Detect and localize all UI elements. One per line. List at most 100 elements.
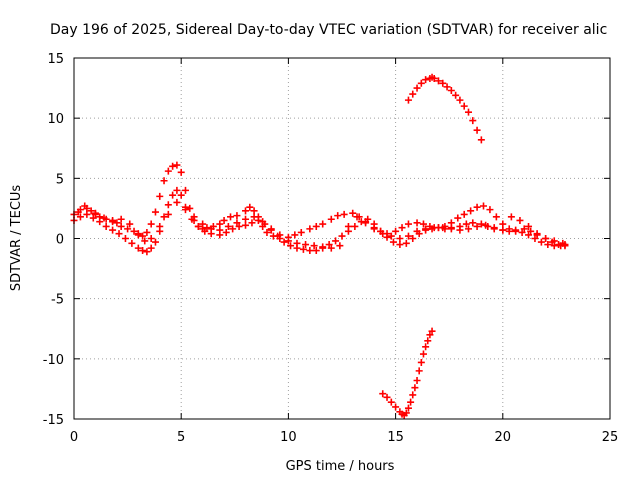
data-point (392, 227, 400, 235)
data-point (203, 224, 211, 232)
data-point (267, 225, 275, 233)
axis-ticks: 0 5 10 15 20 25 -15 -10 -5 0 5 10 15 (43, 52, 619, 445)
data-point (190, 213, 198, 221)
data-point (434, 77, 442, 85)
data-point (139, 232, 147, 240)
data-point (250, 213, 258, 221)
data-point (332, 237, 340, 245)
data-point (306, 247, 314, 255)
y-tick-label: 0 (56, 233, 64, 248)
data-point (156, 222, 164, 230)
data-point (490, 224, 498, 232)
data-point (181, 203, 189, 211)
data-point (147, 220, 155, 228)
data-point (417, 79, 425, 87)
data-point (404, 220, 412, 228)
data-point (379, 390, 387, 398)
data-point (533, 230, 541, 238)
data-point (486, 206, 494, 214)
data-point (383, 393, 391, 401)
data-point (499, 226, 507, 234)
data-point (392, 403, 400, 411)
data-point (177, 168, 185, 176)
data-point (194, 222, 202, 230)
data-point (404, 404, 412, 412)
data-point (284, 237, 292, 245)
data-point (428, 327, 436, 335)
data-point (312, 222, 320, 230)
data-point (250, 207, 258, 215)
x-tick-label: 0 (70, 430, 78, 445)
data-point (297, 228, 305, 236)
data-point (169, 162, 177, 170)
data-point (383, 233, 391, 241)
data-point (83, 204, 91, 212)
chart-title: Day 196 of 2025, Sidereal Day-to-day VTE… (50, 22, 607, 38)
data-point (248, 219, 256, 227)
y-tick-label: -5 (51, 293, 64, 308)
data-point (233, 212, 241, 220)
data-point (147, 244, 155, 252)
data-point (439, 79, 447, 87)
data-point (89, 214, 97, 222)
x-tick-label: 20 (495, 430, 512, 445)
data-point (164, 201, 172, 209)
data-point (91, 209, 99, 217)
data-point (306, 225, 314, 233)
data-point (83, 210, 91, 218)
data-point (473, 203, 481, 211)
data-point (409, 391, 417, 399)
data-point (409, 235, 417, 242)
data-point (293, 239, 301, 247)
data-point (312, 247, 320, 255)
data-point (134, 230, 142, 238)
data-point (207, 225, 215, 233)
data-point (351, 222, 359, 230)
data-point (160, 213, 168, 221)
data-point (477, 136, 485, 144)
data-point (109, 226, 117, 234)
y-tick-label: 10 (47, 112, 64, 127)
data-point (109, 216, 117, 224)
data-point (147, 235, 155, 242)
data-point (413, 84, 421, 92)
data-point (254, 216, 262, 224)
data-point (469, 219, 477, 227)
data-point (280, 238, 288, 246)
data-point (559, 239, 567, 247)
data-point (259, 218, 267, 226)
data-point (419, 220, 427, 228)
data-point (124, 225, 132, 233)
data-point (302, 241, 310, 249)
data-point (424, 337, 432, 345)
x-tick-label: 5 (177, 430, 185, 445)
y-tick-label: -15 (43, 413, 64, 428)
data-point (516, 216, 524, 224)
data-point (462, 220, 470, 228)
y-axis-label: SDTVAR / TECUs (9, 185, 24, 292)
data-point (216, 226, 224, 234)
data-point (128, 239, 136, 247)
data-point (467, 207, 475, 215)
data-point (426, 331, 434, 339)
data-point (404, 232, 412, 240)
data-point (186, 204, 194, 212)
data-point (181, 186, 189, 194)
data-point (246, 203, 254, 211)
data-point (499, 220, 507, 228)
data-point (492, 213, 500, 221)
data-point (544, 241, 552, 249)
data-point (482, 221, 490, 229)
data-point (139, 247, 147, 255)
data-point (531, 235, 539, 242)
data-point (344, 222, 352, 230)
data-point (398, 224, 406, 232)
data-point (389, 238, 397, 246)
data-point (370, 225, 378, 233)
data-point (115, 230, 123, 238)
data-point (74, 208, 82, 216)
data-point (151, 238, 159, 246)
x-axis-label: GPS time / hours (286, 459, 395, 474)
data-point (456, 226, 464, 234)
data-point (126, 220, 134, 228)
